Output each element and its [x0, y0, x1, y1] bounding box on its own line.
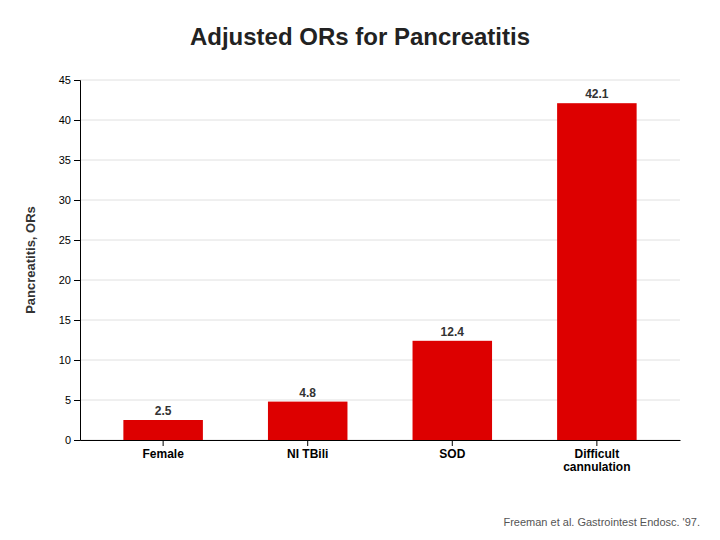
data-label: 4.8	[299, 386, 316, 400]
x-tick-label: Difficultcannulation	[563, 447, 630, 475]
plot-area: 0 5 10 15 20 25 30 35 40 45 Female NI TBili SOD Diffi…	[59, 74, 681, 474]
y-tick-label: 0	[65, 434, 71, 446]
x-tick-label: NI TBili	[287, 447, 328, 461]
x-tick-label-line: NI TBili	[287, 447, 328, 461]
y-tick-mark	[74, 240, 80, 241]
y-tick: 0	[65, 434, 80, 446]
y-tick: 30	[59, 194, 80, 206]
y-tick: 15	[59, 314, 80, 326]
y-tick-mark	[74, 120, 80, 121]
x-tick-label: Female	[142, 447, 184, 461]
x-axis: Female NI TBili SOD Difficultcannulation	[81, 440, 681, 474]
bar	[123, 420, 203, 440]
x-tick: Difficultcannulation	[563, 440, 630, 474]
y-axis-line	[74, 81, 81, 441]
data-label: 42.1	[585, 87, 609, 101]
bar	[557, 103, 637, 440]
x-tick-label: SOD	[439, 447, 465, 461]
x-tick-label-line: SOD	[439, 447, 465, 461]
y-tick-label: 30	[59, 194, 71, 206]
data-label: 2.5	[155, 404, 172, 418]
y-tick-mark	[74, 440, 80, 441]
x-tick-mark	[596, 440, 597, 446]
x-tick: NI TBili	[287, 440, 328, 461]
bar	[413, 341, 493, 440]
y-tick: 35	[59, 154, 80, 166]
y-tick: 25	[59, 234, 80, 246]
y-tick: 20	[59, 274, 80, 286]
y-tick: 40	[59, 114, 80, 126]
x-tick-label-line: Female	[142, 447, 184, 461]
y-tick-mark	[74, 360, 80, 361]
y-tick: 10	[59, 354, 80, 366]
y-tick-mark	[74, 80, 80, 81]
x-tick: Female	[142, 440, 184, 461]
bar	[268, 402, 348, 440]
y-tick-mark	[74, 280, 80, 281]
footnote: Freeman et al. Gastrointest Endosc. '97.	[503, 516, 700, 528]
chart-root: 0 5 10 15 20 25 30 35 40 45 Female NI TBili SOD Diffi…	[0, 0, 720, 540]
grid	[80, 80, 680, 440]
data-labels: 2.5 4.8 12.4 42.1	[155, 87, 609, 418]
x-axis-line	[81, 440, 681, 441]
x-tick: SOD	[439, 440, 465, 461]
y-tick-label: 20	[59, 274, 71, 286]
y-tick-label: 40	[59, 114, 71, 126]
y-tick-mark	[74, 320, 80, 321]
y-tick-mark	[74, 160, 80, 161]
y-tick-label: 35	[59, 154, 71, 166]
y-tick-label: 25	[59, 234, 71, 246]
x-tick-label-line: cannulation	[563, 460, 630, 474]
chart-title: Adjusted ORs for Pancreatitis	[190, 23, 530, 50]
grid-line	[80, 80, 680, 81]
x-tick-mark	[163, 440, 164, 446]
data-label: 12.4	[441, 325, 465, 339]
y-tick-label: 10	[59, 354, 71, 366]
y-axis-title: Pancreatitis, ORs	[23, 206, 38, 314]
y-tick: 5	[65, 394, 80, 406]
x-tick-label-line: Difficult	[575, 447, 620, 461]
y-tick-mark	[74, 400, 80, 401]
y-axis: 0 5 10 15 20 25 30 35 40 45	[59, 74, 81, 446]
x-tick-mark	[452, 440, 453, 446]
x-tick-mark	[307, 440, 308, 446]
y-tick-label: 45	[59, 74, 71, 86]
y-tick-mark	[74, 200, 80, 201]
y-tick-label: 15	[59, 314, 71, 326]
y-tick-label: 5	[65, 394, 71, 406]
y-tick: 45	[59, 74, 80, 86]
bars	[123, 103, 636, 440]
